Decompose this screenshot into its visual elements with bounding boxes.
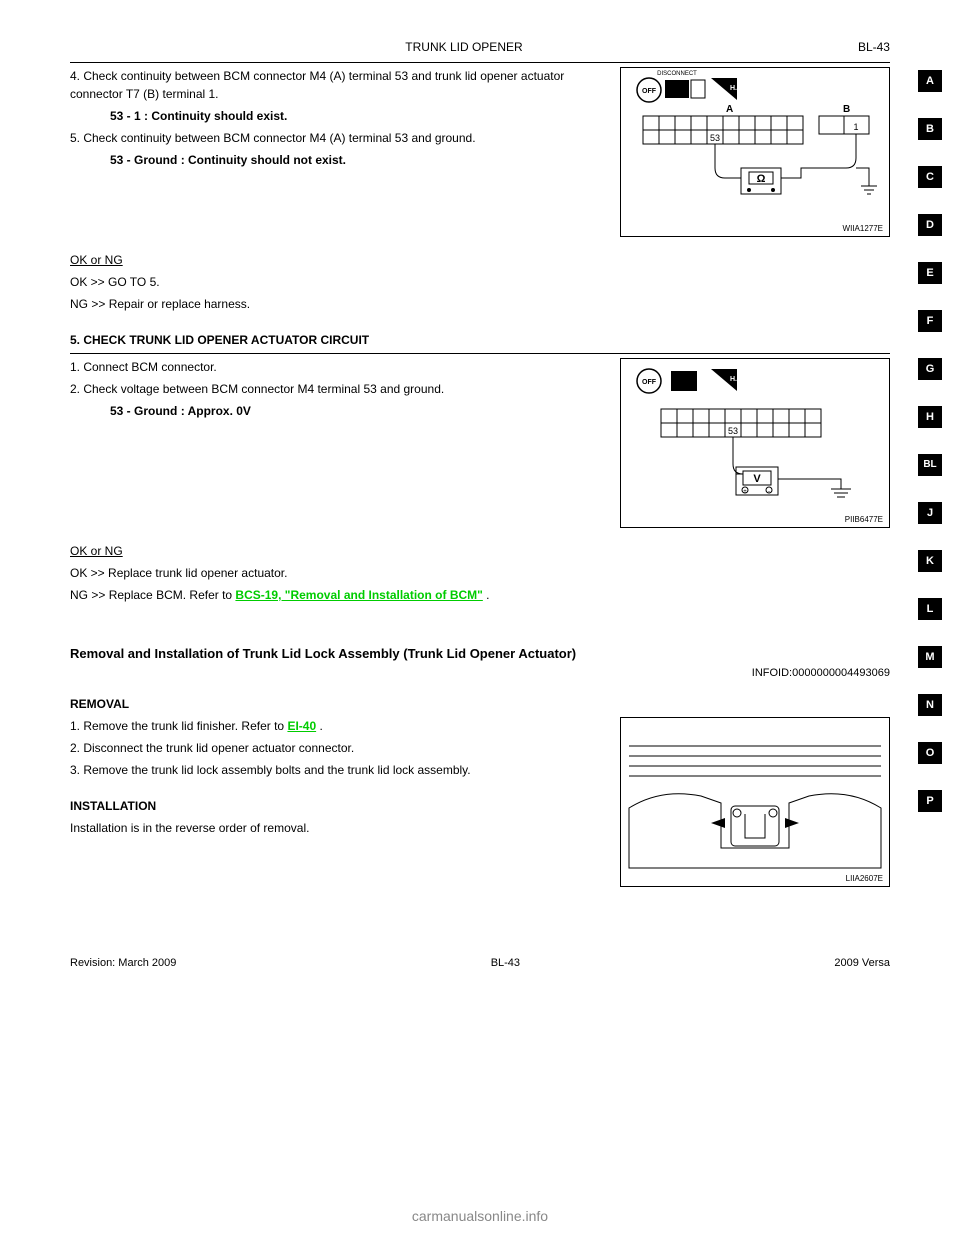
page-num: BL-43: [858, 40, 890, 54]
page-title: TRUNK LID OPENER: [405, 40, 522, 54]
ok-ans2: OK >> Replace trunk lid opener actuator.: [70, 564, 890, 582]
tab-a[interactable]: A: [918, 70, 942, 92]
volt-val: : Approx. 0V: [181, 404, 251, 418]
svg-text:OFF: OFF: [642, 379, 657, 386]
tab-j[interactable]: J: [918, 502, 942, 524]
tab-c[interactable]: C: [918, 166, 942, 188]
revision-note: Revision: March 2009: [70, 957, 176, 969]
ng-label2: NG >>: [70, 588, 105, 602]
header-rule: [70, 62, 890, 63]
cont1-val: : Continuity should exist.: [144, 109, 287, 123]
svg-text:A: A: [726, 104, 733, 115]
svg-text:H.S.: H.S.: [730, 85, 744, 92]
volt-label: 53 - Ground: [110, 404, 177, 418]
tab-g[interactable]: G: [918, 358, 942, 380]
tab-d[interactable]: D: [918, 214, 942, 236]
tab-f[interactable]: F: [918, 310, 942, 332]
svg-text:OFF: OFF: [642, 88, 657, 95]
ng-post: .: [483, 588, 490, 602]
tab-bl[interactable]: BL: [918, 454, 942, 476]
removal-heading: REMOVAL: [70, 697, 890, 711]
svg-text:53: 53: [728, 426, 738, 436]
svg-text:53: 53: [710, 133, 720, 143]
svg-text:H.S.: H.S.: [730, 376, 744, 383]
cont2-val: : Continuity should not exist.: [181, 153, 346, 167]
svg-text:V: V: [753, 473, 761, 485]
tab-o[interactable]: O: [918, 742, 942, 764]
bcs-link[interactable]: BCS-19, "Removal and Installation of BCM…: [235, 588, 482, 602]
tab-e[interactable]: E: [918, 262, 942, 284]
rem-l1-post: .: [316, 719, 323, 733]
ng-pre: Replace BCM. Refer to: [109, 588, 236, 602]
fig1-code: WIIA1277E: [843, 224, 883, 233]
tab-l[interactable]: L: [918, 598, 942, 620]
cont1-label: 53 - 1: [110, 109, 141, 123]
okng-q1: OK or NG: [70, 251, 890, 269]
ok-ans1: OK >> GO TO 5.: [70, 273, 890, 291]
step5-rule: [70, 353, 890, 354]
figure-1: OFF DISCONNECT H.S. A 53 B 1: [620, 67, 890, 237]
section-tabs: A B C D E F G H BL J K L M N O P: [918, 70, 942, 812]
ng-action1: Repair or replace harness.: [109, 297, 250, 311]
okng-q2: OK or NG: [70, 542, 890, 560]
infoid: INFOID:0000000004493069: [70, 667, 890, 679]
svg-text:1: 1: [853, 122, 858, 132]
svg-text:-: -: [768, 489, 770, 495]
watermark: carmanualsonline.info: [0, 1208, 960, 1224]
fig3-code: LIIA2607E: [846, 874, 883, 883]
figure-2: OFF H.S. 53: [620, 358, 890, 528]
tab-b[interactable]: B: [918, 118, 942, 140]
figure-3: LIIA2607E: [620, 717, 890, 887]
ei-link[interactable]: EI-40: [287, 719, 316, 733]
svg-text:DISCONNECT: DISCONNECT: [657, 71, 697, 77]
tab-n[interactable]: N: [918, 694, 942, 716]
removal-title: Removal and Installation of Trunk Lid Lo…: [70, 646, 576, 661]
rem-l1-pre: 1. Remove the trunk lid finisher. Refer …: [70, 719, 287, 733]
ng-label1: NG >>: [70, 297, 105, 311]
fig2-code: PIIB6477E: [845, 515, 883, 524]
tab-m[interactable]: M: [918, 646, 942, 668]
svg-text:+: +: [743, 489, 747, 495]
svg-text:B: B: [843, 104, 850, 115]
cont2-label: 53 - Ground: [110, 153, 177, 167]
tab-p[interactable]: P: [918, 790, 942, 812]
tab-h[interactable]: H: [918, 406, 942, 428]
step5-title: 5. CHECK TRUNK LID OPENER ACTUATOR CIRCU…: [70, 333, 890, 347]
model-note: 2009 Versa: [834, 957, 890, 969]
tab-k[interactable]: K: [918, 550, 942, 572]
page-num-bottom: BL-43: [491, 957, 520, 969]
svg-text:Ω: Ω: [757, 173, 766, 185]
